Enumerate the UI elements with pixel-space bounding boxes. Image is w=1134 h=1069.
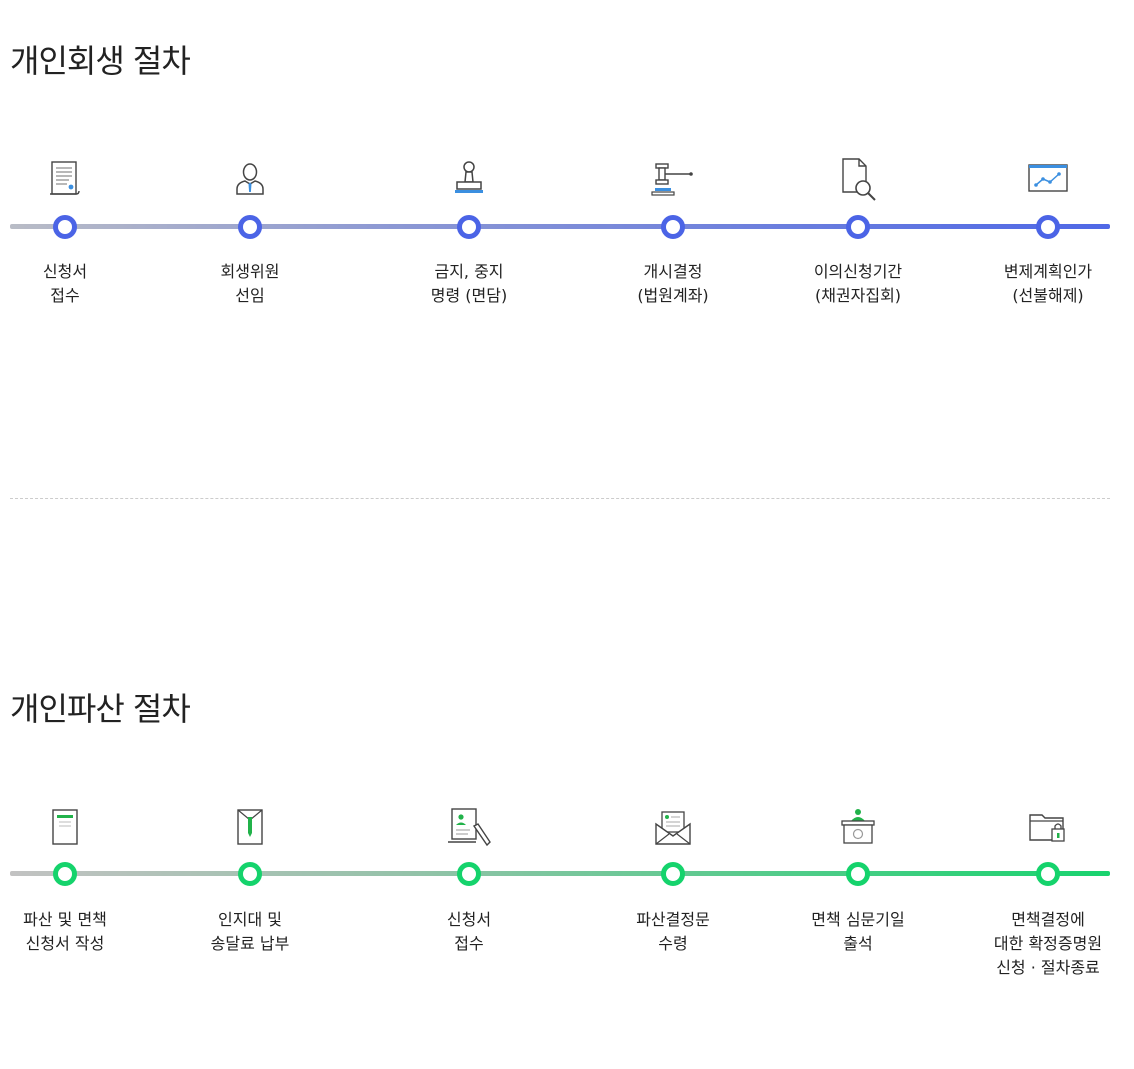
chart-board-icon — [1023, 156, 1073, 202]
bankrupt-step-4-node — [661, 862, 685, 886]
open-mail-icon — [648, 804, 698, 850]
bankrupt-step-1-label: 파산 및 면책 신청서 작성 — [23, 910, 107, 953]
bankrupt-step-6-node — [1036, 862, 1060, 886]
rehab-step-3-node — [457, 215, 481, 239]
rehab-step-3-label: 금지, 중지 명령 (면담) — [430, 262, 508, 305]
bankrupt-step-1-node — [53, 862, 77, 886]
person-tie-icon — [225, 156, 275, 202]
document-scroll-icon — [40, 156, 90, 202]
envelope-pen-icon — [225, 804, 275, 850]
section-divider — [10, 498, 1110, 499]
bankrupt-step-2-label: 인지대 및 송달료 납부 — [210, 910, 290, 953]
rehab-title: 개인회생 절차 — [10, 42, 191, 80]
rehab-step-4-label: 개시결정 (법원계좌) — [637, 262, 709, 305]
rehab-step-6-label: 변제계획인가 (선불해제) — [1003, 262, 1093, 305]
bankrupt-timeline-track — [10, 871, 1110, 876]
document-signature-icon — [444, 804, 494, 850]
stamp-icon — [444, 156, 494, 202]
bankrupt-step-2-node — [238, 862, 262, 886]
rehab-step-1-label: 신청서 접수 — [42, 262, 88, 305]
bankrupt-step-5-label: 면책 심문기일 출석 — [811, 910, 905, 953]
bankrupt-step-5-node — [846, 862, 870, 886]
bankrupt-title: 개인파산 절차 — [10, 690, 191, 728]
bankrupt-step-3-node — [457, 862, 481, 886]
bankrupt-step-3-label: 신청서 접수 — [446, 910, 492, 953]
rehab-timeline-track — [10, 224, 1110, 229]
rehab-section: 개인회생 절차 신청서 접수 회생위원 선임 금지, 중지 명령 (면담) — [0, 0, 1134, 480]
court-attendance-icon — [833, 804, 883, 850]
folder-lock-icon — [1023, 804, 1073, 850]
rehab-step-5-node — [846, 215, 870, 239]
rehab-step-2-label: 회생위원 선임 — [220, 262, 280, 305]
bankrupt-step-6-label: 면책결정에 대한 확정증명원 신청 · 절차종료 — [993, 910, 1103, 977]
gavel-icon — [648, 156, 698, 202]
document-search-icon — [833, 156, 883, 202]
rehab-step-5-label: 이의신청기간 (채권자집회) — [813, 262, 903, 305]
form-document-icon — [40, 804, 90, 850]
bankrupt-step-4-label: 파산결정문 수령 — [636, 910, 710, 953]
rehab-step-1-node — [53, 215, 77, 239]
rehab-step-4-node — [661, 215, 685, 239]
bankrupt-section: 개인파산 절차 파산 및 면책 신청서 작성 인지대 및 송달료 납부 신청서 접수 — [0, 648, 1134, 1069]
rehab-step-6-node — [1036, 215, 1060, 239]
rehab-step-2-node — [238, 215, 262, 239]
